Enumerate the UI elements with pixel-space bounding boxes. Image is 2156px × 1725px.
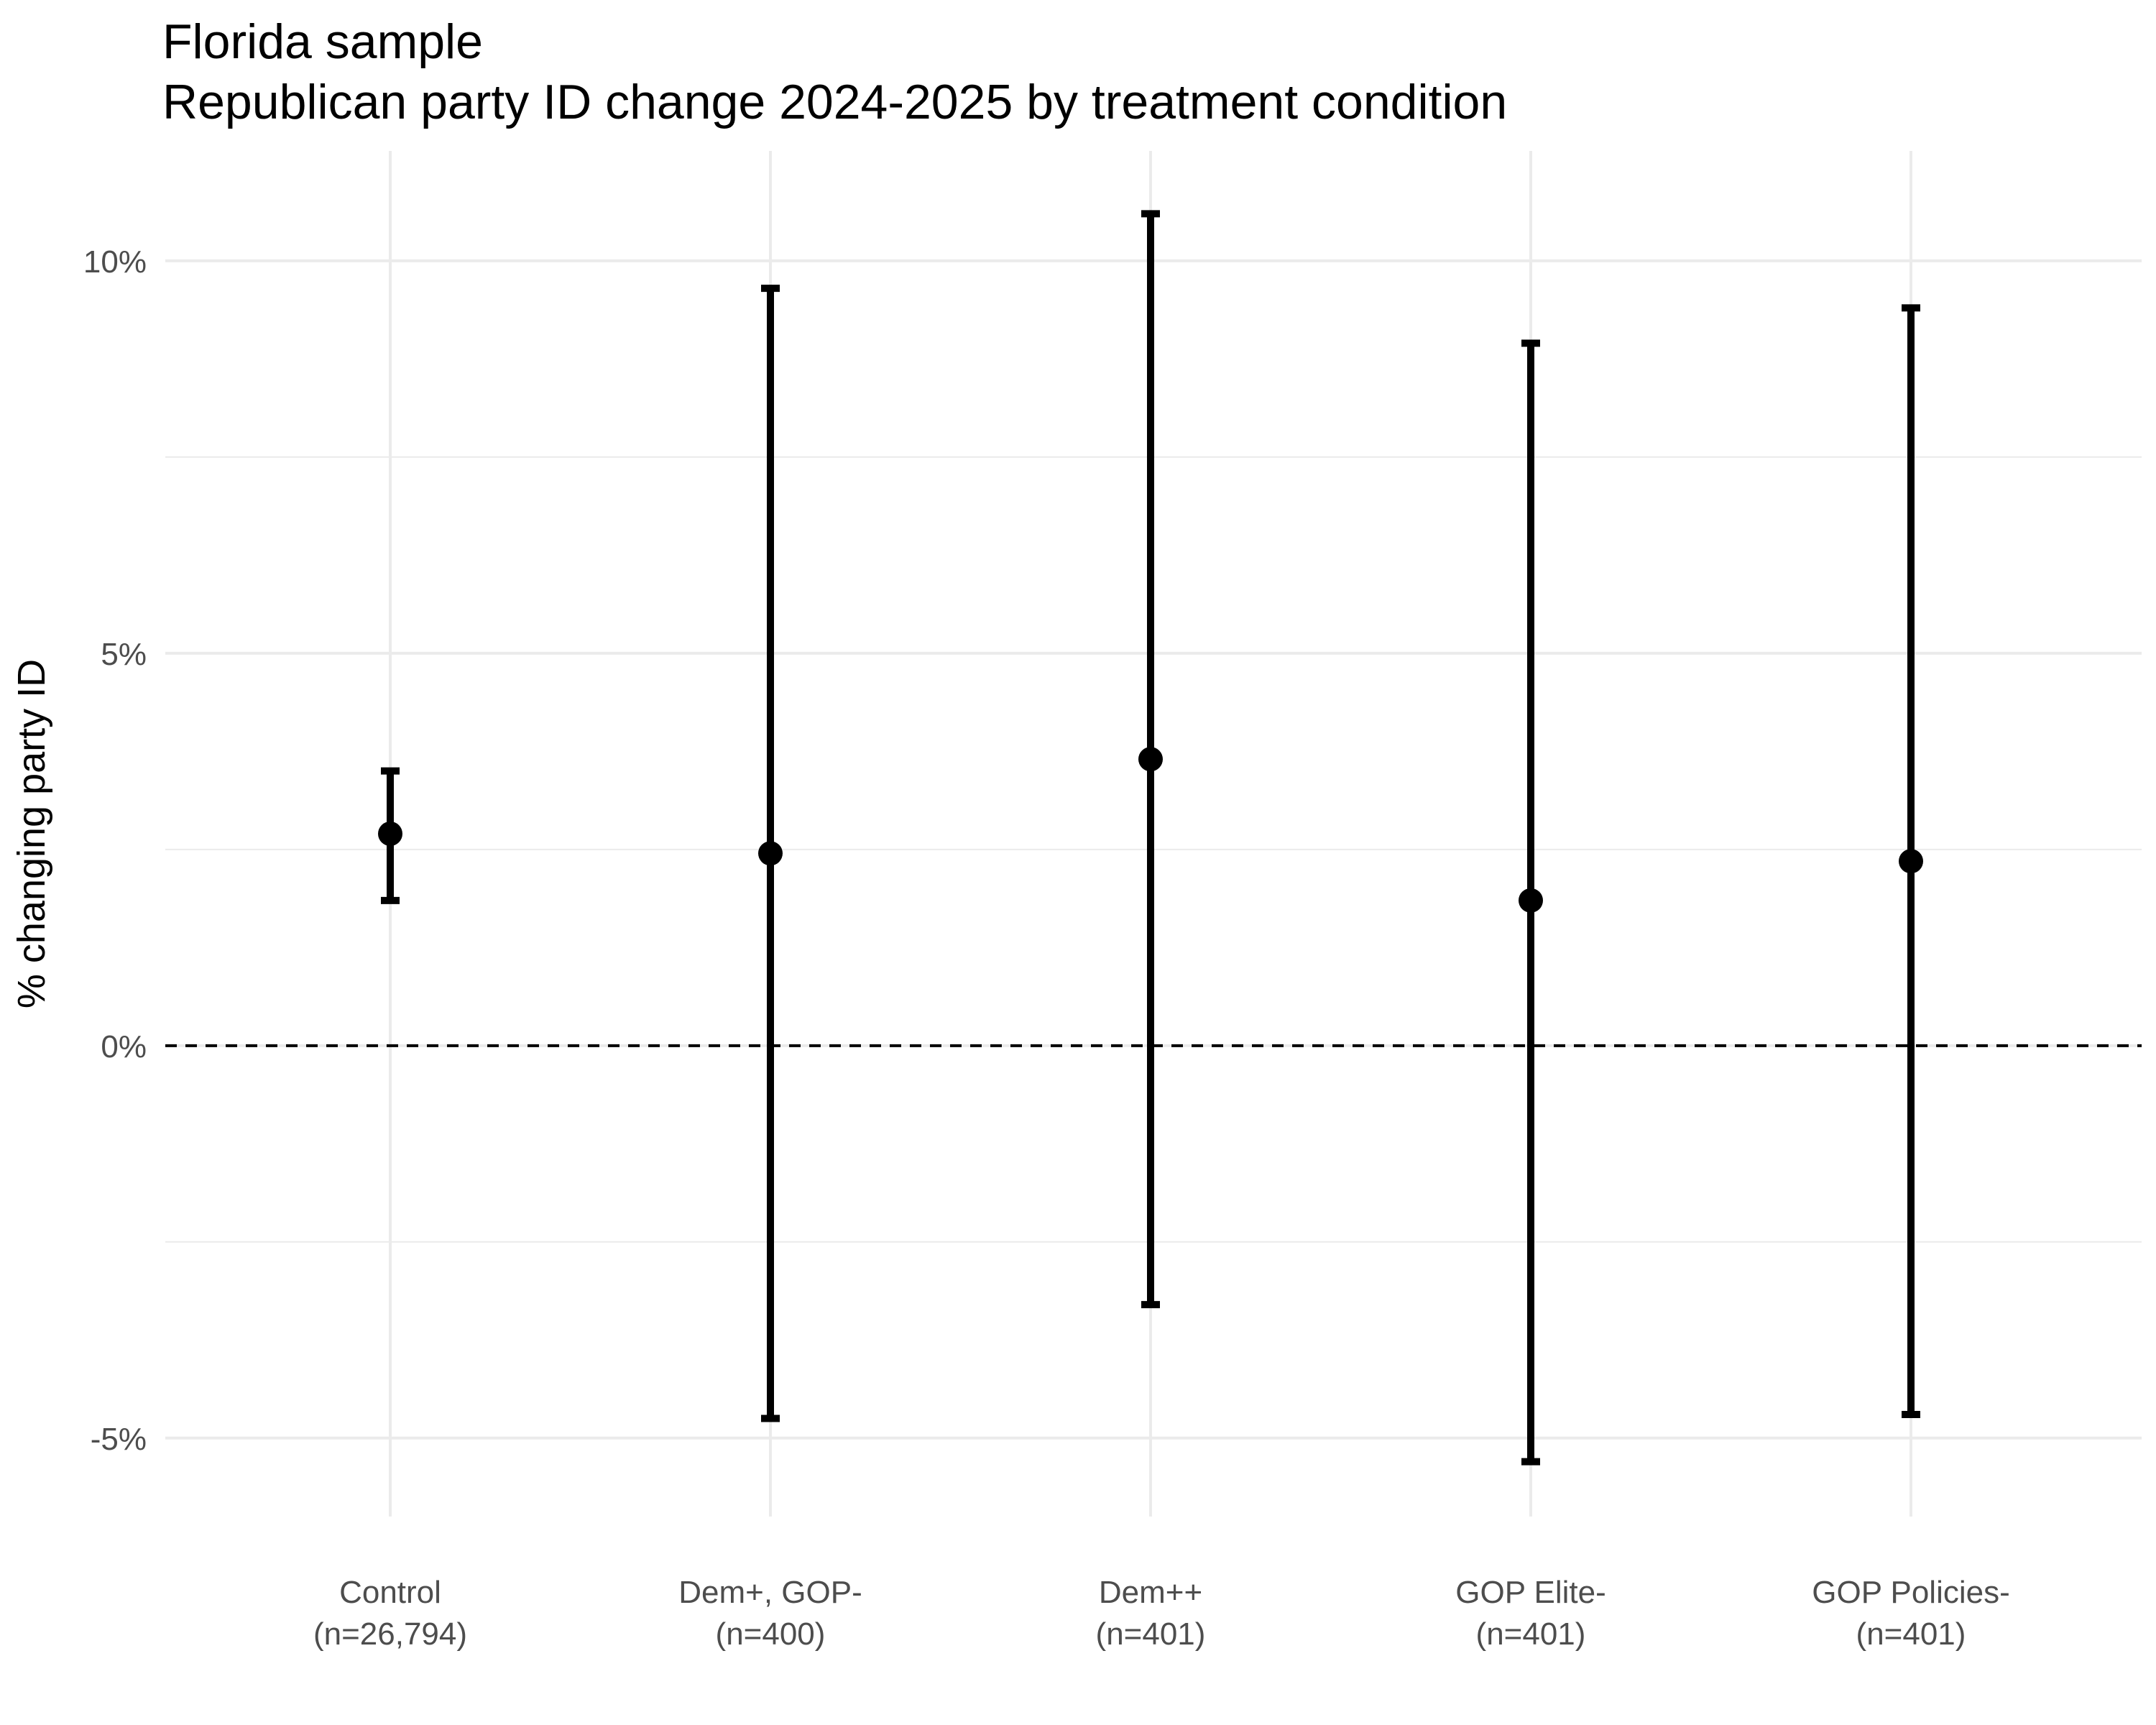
- x-tick-label: GOP Policies-: [1812, 1575, 2010, 1610]
- point-estimate-2: [1138, 747, 1163, 772]
- point-estimate-0: [378, 822, 402, 846]
- point-estimate-3: [1519, 888, 1543, 913]
- y-tick-label: 0%: [101, 1029, 147, 1064]
- x-tick-labels: Control (n=26,794) Dem+, GOP- (n=400) Dem++ (…: [313, 1575, 2010, 1652]
- chart-title: Florida sample: [162, 14, 483, 69]
- y-tick-label: 5%: [101, 637, 147, 672]
- y-tick-label: 10%: [83, 244, 147, 280]
- chart-subtitle: Republican party ID change 2024-2025 by …: [162, 75, 1508, 129]
- y-tick-label: -5%: [91, 1422, 147, 1457]
- y-tick-labels: -5% 0% 5% 10%: [83, 244, 147, 1457]
- y-axis-title: % changing party ID: [10, 659, 53, 1008]
- x-tick-label: Dem++: [1099, 1575, 1202, 1610]
- x-tick-label: GOP Elite-: [1455, 1575, 1606, 1610]
- marks-layer: [378, 210, 1923, 1466]
- point-estimate-4: [1899, 849, 1923, 874]
- point-estimate-1: [758, 841, 783, 866]
- x-tick-label: Dem+, GOP-: [678, 1575, 862, 1610]
- x-tick-sample-size: (n=401): [1476, 1616, 1586, 1652]
- x-tick-sample-size: (n=400): [716, 1616, 826, 1652]
- x-tick-sample-size: (n=26,794): [313, 1616, 467, 1652]
- x-tick-sample-size: (n=401): [1856, 1616, 1966, 1652]
- x-tick-label: Control: [339, 1575, 441, 1610]
- x-tick-sample-size: (n=401): [1096, 1616, 1206, 1652]
- title-block: Florida sample Republican party ID chang…: [162, 12, 1507, 132]
